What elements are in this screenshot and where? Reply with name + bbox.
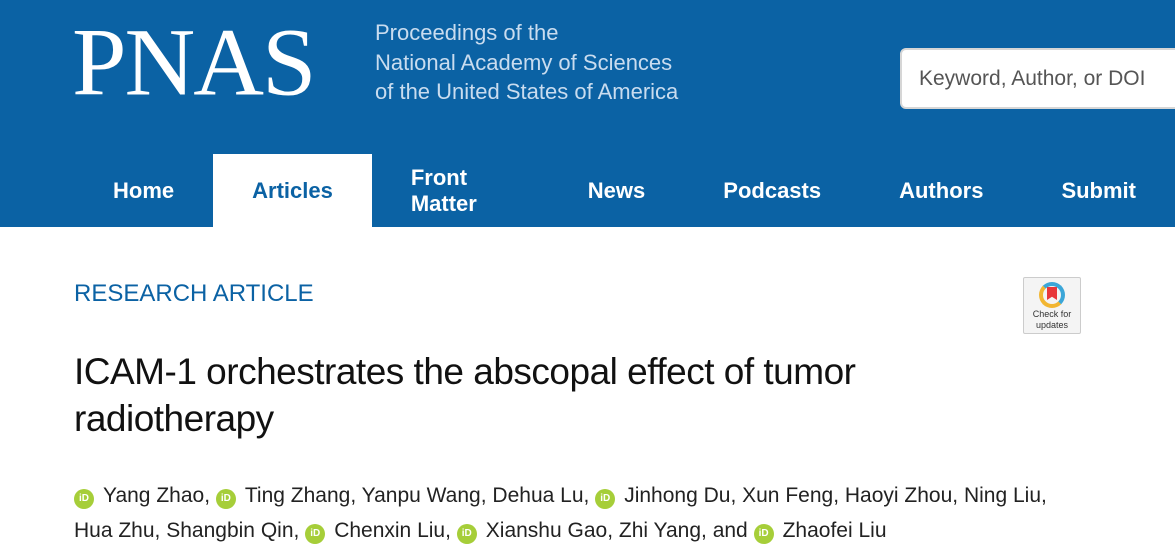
author-link[interactable]: Shangbin Qin bbox=[166, 519, 294, 542]
tagline-line: of the United States of America bbox=[375, 79, 679, 104]
orcid-icon[interactable]: iD bbox=[305, 524, 326, 544]
check-for-updates-badge[interactable]: Check for updates bbox=[1023, 277, 1081, 334]
author-link[interactable]: Haoyi Zhou bbox=[844, 484, 953, 507]
author-link[interactable]: Yanpu Wang bbox=[361, 484, 481, 507]
orcid-icon[interactable]: iD bbox=[74, 489, 94, 509]
author-list: iD Yang Zhao, iD Ting Zhang, Yanpu Wang, D… bbox=[74, 484, 1047, 544]
author-link[interactable]: Xun Feng bbox=[742, 484, 834, 507]
nav-news[interactable]: News bbox=[587, 177, 646, 203]
author-link[interactable]: Jinhong Du bbox=[624, 484, 731, 507]
article-title: ICAM-1 orchestrates the abscopal effect … bbox=[74, 351, 856, 439]
author-link[interactable]: Xianshu Gao bbox=[485, 519, 608, 542]
author-link[interactable]: Yang Zhao bbox=[103, 484, 205, 507]
nav-podcasts[interactable]: Podcasts bbox=[723, 177, 822, 203]
orcid-icon[interactable]: iD bbox=[595, 489, 616, 509]
badge-text: updates bbox=[1035, 320, 1069, 330]
tagline-line: National Academy of Sciences bbox=[375, 49, 673, 75]
author-link[interactable]: Chenxin Liu bbox=[334, 519, 446, 542]
author-link[interactable]: Ting Zhang bbox=[244, 484, 351, 507]
search-input[interactable] bbox=[900, 48, 1175, 109]
nav-front-matter[interactable]: Front Matter bbox=[410, 164, 477, 216]
nav-submit[interactable]: Submit bbox=[1061, 177, 1136, 203]
author-link[interactable]: Ning Liu bbox=[963, 484, 1042, 507]
and-text: and bbox=[712, 519, 748, 542]
pnas-logo[interactable]: PNAS bbox=[72, 10, 317, 116]
orcid-icon[interactable]: iD bbox=[753, 524, 774, 544]
nav-articles[interactable]: Articles bbox=[213, 154, 372, 227]
main-nav: Home Articles Front Matter News Podcasts Auth… bbox=[74, 154, 1175, 227]
badge-text: Check for bbox=[1032, 309, 1072, 319]
author-link[interactable]: Zhi Yang bbox=[618, 519, 702, 542]
nav-home[interactable]: Home bbox=[113, 177, 175, 203]
author-link[interactable]: Zhaofei Liu bbox=[782, 519, 887, 542]
author-link[interactable]: Hua Zhu bbox=[74, 519, 155, 542]
journal-tagline: Proceedings of the National Academy of S… bbox=[375, 18, 678, 107]
tagline-line: Proceedings of the bbox=[375, 20, 559, 45]
site-header: PNAS Proceedings of the National Academy… bbox=[0, 0, 1175, 227]
crossmark-icon bbox=[1039, 282, 1065, 308]
orcid-icon[interactable]: iD bbox=[456, 524, 477, 544]
nav-authors[interactable]: Authors bbox=[899, 177, 984, 203]
orcid-icon[interactable]: iD bbox=[215, 489, 236, 509]
author-link[interactable]: Dehua Lu bbox=[492, 484, 584, 507]
article-type: RESEARCH ARTICLE bbox=[74, 280, 314, 307]
